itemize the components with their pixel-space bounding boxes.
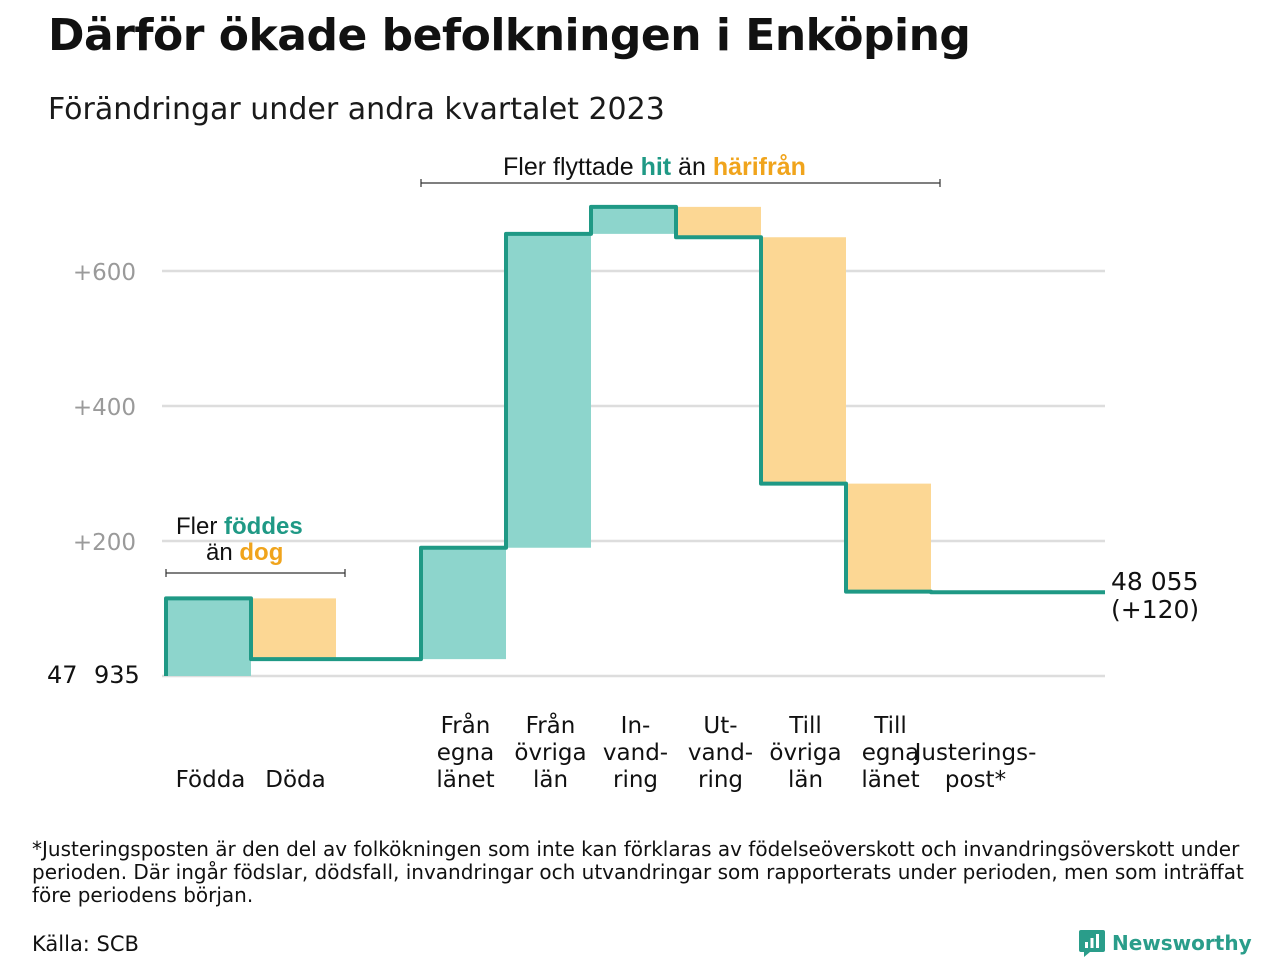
start-value-label: 47 935 xyxy=(47,661,140,689)
end-change-label: (+120) xyxy=(1111,595,1199,624)
waterfall-bar xyxy=(421,547,506,660)
category-label: Från xyxy=(526,711,576,739)
end-value-label: 48 055 xyxy=(1111,567,1198,596)
category-label: länet xyxy=(861,767,919,793)
grid-layer: +200 +400 +600 xyxy=(73,260,1105,678)
category-label: Till xyxy=(788,713,822,739)
migration-annotation-mid: än xyxy=(671,153,713,181)
waterfall-bar xyxy=(761,237,846,484)
newsworthy-logo: Newsworthy xyxy=(1078,928,1252,958)
migration-annotation: Fler flyttade hit än härifrån xyxy=(420,153,941,187)
label-layer: Födda DödaFrånegnalänetFrånövrigalänIn-va… xyxy=(176,711,1037,793)
category-label: vand- xyxy=(688,740,753,766)
category-label: ring xyxy=(698,767,743,793)
migration-annotation-harifran: härifrån xyxy=(713,153,806,181)
births-annotation-line2-highlight: dog xyxy=(239,539,283,566)
category-label: vand- xyxy=(603,740,668,766)
category-label: övriga xyxy=(514,740,586,766)
category-label: egna xyxy=(437,740,494,766)
waterfall-bar xyxy=(166,598,251,676)
waterfall-bar xyxy=(846,483,931,592)
waterfall-bar xyxy=(506,233,591,548)
svg-text:än dog: än dog xyxy=(206,539,283,566)
step-line-layer xyxy=(164,204,1105,676)
waterfall-bar xyxy=(676,206,761,238)
category-label: In- xyxy=(621,713,651,739)
category-label: Från xyxy=(441,711,491,739)
category-label: Ut- xyxy=(703,713,737,739)
y-tick-label: +600 xyxy=(73,260,136,286)
bar-layer xyxy=(166,206,931,676)
newsworthy-logo-icon xyxy=(1079,930,1105,957)
category-label: ring xyxy=(613,767,658,793)
newsworthy-logo-text: Newsworthy xyxy=(1112,931,1252,955)
births-annotation-line2-prefix: än xyxy=(206,539,239,566)
category-label: län xyxy=(533,767,568,793)
births-annotation-highlight: föddes xyxy=(224,513,303,540)
births-annotation: Fler föddes än dog xyxy=(165,513,346,577)
y-tick-label: +400 xyxy=(73,395,136,421)
category-label: Justerings- xyxy=(913,740,1037,766)
chart-subtitle: Förändringar under andra kvartalet 2023 xyxy=(48,92,665,127)
waterfall-bar xyxy=(251,598,336,660)
svg-text:Fler flyttade hit än härifrån: Fler flyttade hit än härifrån xyxy=(503,153,806,181)
migration-annotation-prefix: Fler flyttade xyxy=(503,153,641,181)
start-value-part2: 935 xyxy=(94,661,140,689)
category-label: övriga xyxy=(769,740,841,766)
source-note: Källa: SCB xyxy=(32,932,139,956)
category-label: län xyxy=(788,767,823,793)
footnote: *Justeringsposten är den del av folkökni… xyxy=(32,837,1244,907)
waterfall-chart: +200+400+600 Födda DödaFrånegnalänetFrånö… xyxy=(47,153,1199,793)
y-tick-label: +200 xyxy=(73,530,136,556)
category-label: Till xyxy=(873,713,907,739)
migration-annotation-hit: hit xyxy=(641,153,672,181)
chart-title: Därför ökade befolkningen i Enköping xyxy=(48,10,971,61)
cumulative-step-line xyxy=(164,204,1105,676)
svg-text:Fler föddes: Fler föddes xyxy=(176,513,303,540)
births-annotation-prefix: Fler xyxy=(176,513,224,540)
category-label: egna xyxy=(862,740,919,766)
category-label: Födda xyxy=(176,767,246,793)
category-label: länet xyxy=(436,767,494,793)
waterfall-bar xyxy=(591,206,676,234)
category-label: Döda xyxy=(265,767,325,793)
start-value-part1: 47 xyxy=(47,661,78,689)
category-label: post* xyxy=(945,767,1006,793)
